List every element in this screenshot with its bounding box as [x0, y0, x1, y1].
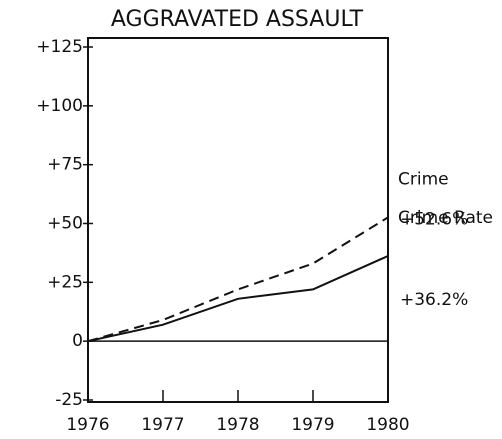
x-tick-label: 1978	[216, 415, 259, 435]
series-line	[87, 216, 389, 343]
series-name: Crime Rate	[398, 208, 493, 228]
x-tick-label: 1980	[366, 415, 409, 435]
chart-title: AGGRAVATED ASSAULT	[111, 7, 364, 32]
y-tick-label: +125	[36, 37, 83, 57]
series-name: Crime	[398, 169, 449, 189]
y-tick-label: 0	[72, 331, 83, 351]
value-label: +52.6%	[400, 209, 468, 229]
x-tick-label: 1976	[66, 415, 109, 435]
y-tick-label: +100	[36, 96, 83, 116]
y-tick-label: +50	[47, 214, 83, 234]
y-tick-label: +25	[47, 272, 83, 292]
plot-frame	[87, 37, 389, 403]
y-tick-label: +75	[47, 155, 83, 175]
x-tick-label: 1979	[291, 415, 334, 435]
x-tick-label: 1977	[141, 415, 184, 435]
y-tick-label: -25	[55, 390, 83, 410]
series-line	[87, 255, 389, 343]
value-label: +36.2%	[400, 290, 468, 310]
